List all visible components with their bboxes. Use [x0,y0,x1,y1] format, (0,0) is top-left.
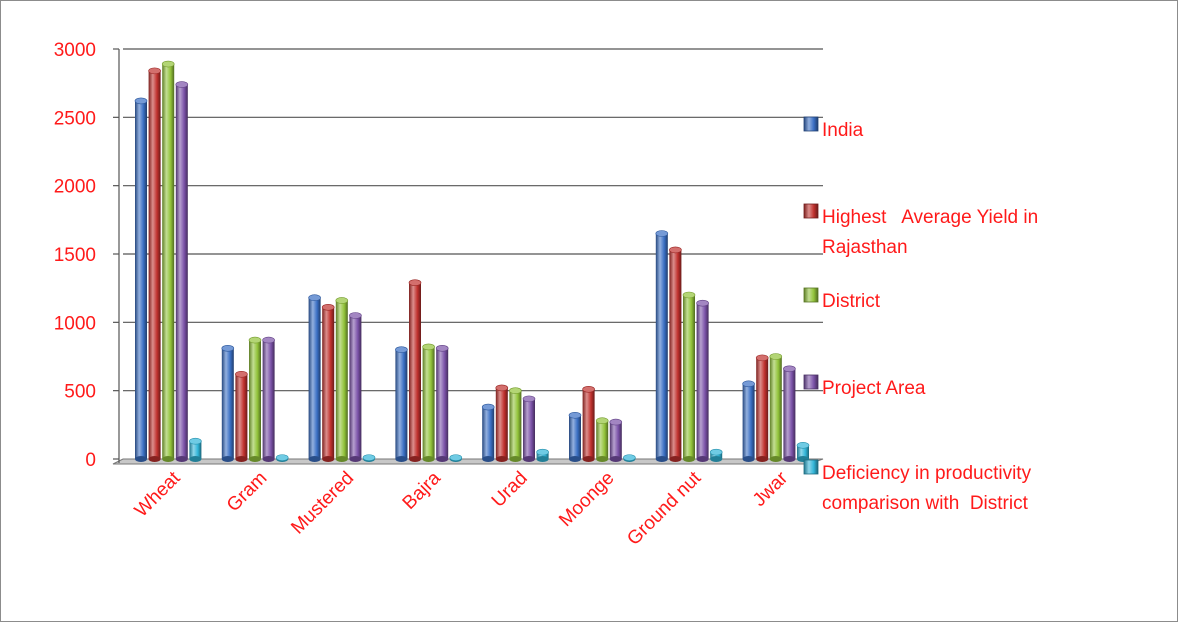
bar [796,442,810,462]
bar [595,417,609,462]
bar [321,303,335,462]
y-tick-label: 3000 [54,40,96,61]
bar [582,385,595,462]
bar [709,448,723,462]
legend-label: India [822,120,864,141]
x-axis-labels: Wheat Gram Mustered Bajra Urad Moonge Ground n… [131,467,793,550]
bar [395,346,408,462]
legend-swatch [803,374,819,390]
bar [682,291,696,462]
bar [783,365,796,462]
bar [449,454,463,462]
bar [161,60,175,462]
gridlines [112,48,824,465]
bar [408,279,422,462]
legend-swatch [803,459,819,475]
bar [235,370,248,462]
bar [568,411,582,462]
x-tick-label: Bajra [399,467,446,514]
bar [522,395,536,462]
x-tick-label: Urad [488,468,532,512]
legend-label: Rajasthan [822,237,908,258]
bar [536,448,549,462]
y-axis: 0 500 1000 1500 2000 2500 3000 [54,40,120,471]
bar [148,67,161,462]
y-tick-label: 1000 [54,313,96,334]
bar [349,312,362,462]
bar [669,246,682,462]
x-tick-label: Jwar [749,467,793,511]
bar [308,294,321,462]
legend-label: District [822,291,881,312]
bar [248,336,262,462]
x-tick-label: Mustered [287,468,358,539]
legend-label: Project Area [822,378,926,399]
x-tick-label: Moonge [555,468,618,531]
bar [362,454,376,462]
bar [275,454,289,462]
bar [769,353,783,462]
bar [742,380,755,462]
bar [623,454,636,462]
legend-label: Deficiency in productivity [822,463,1032,484]
bar [509,387,522,462]
bar [422,343,435,462]
bar [481,403,495,462]
x-tick-label: Wheat [131,467,185,521]
bar [134,97,148,462]
bar [696,299,709,462]
bar [221,344,235,462]
legend-swatch [803,116,819,132]
y-tick-label: 500 [64,382,96,403]
x-tick-label: Ground nut [623,467,706,550]
y-tick-label: 2000 [54,177,96,198]
bar [755,354,769,462]
legend-label: Highest Average Yield in [822,207,1038,228]
bar [495,384,509,462]
bar [189,437,202,462]
y-tick-label: 1500 [54,245,96,266]
bars [134,60,810,462]
x-tick-label: Gram [223,468,271,516]
legend-label: comparison with District [822,493,1029,514]
bar [435,344,449,462]
bar [175,81,189,462]
y-tick-label: 2500 [54,108,96,129]
bar [609,418,623,462]
bar [655,230,669,462]
legend-swatch [803,287,819,303]
legend: India Highest Average Yield in Rajasthan Di… [803,116,1038,514]
bar [262,336,275,462]
legend-swatch [803,203,819,219]
bar [335,297,349,462]
y-tick-label: 0 [85,450,96,471]
